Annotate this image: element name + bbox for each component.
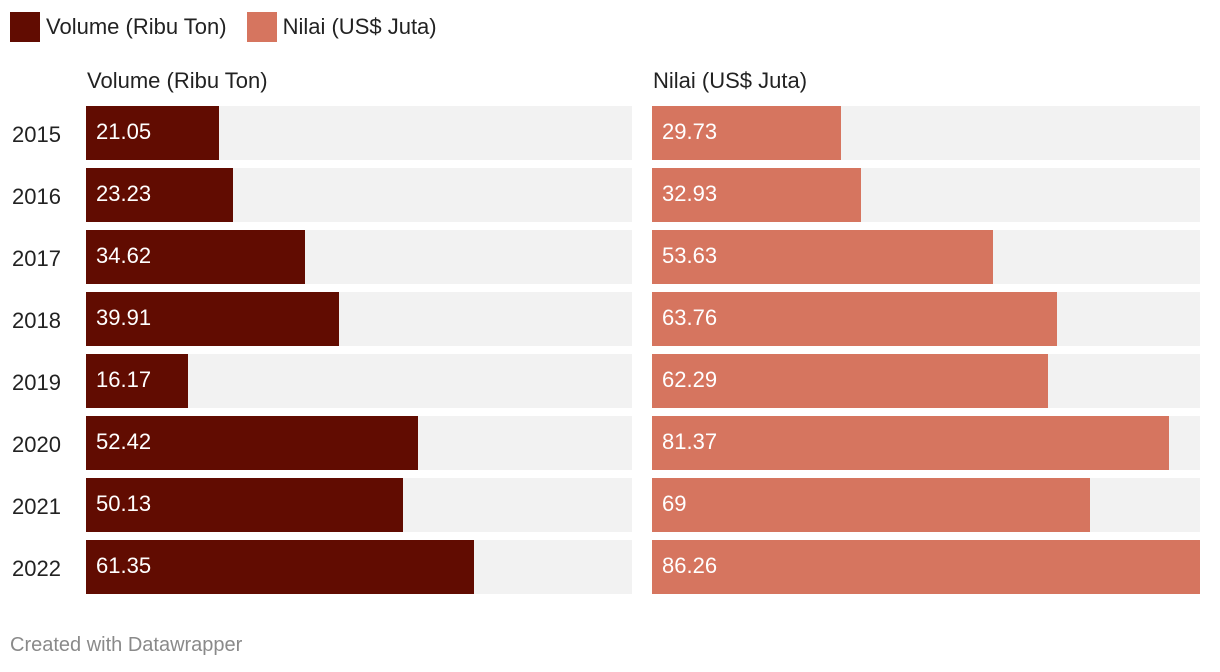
bar [652, 478, 1090, 532]
bar-value-label: 29.73 [662, 119, 718, 144]
bar-value-label: 50.13 [96, 491, 152, 516]
year-label: 2019 [12, 370, 61, 395]
bar-value-label: 86.26 [662, 553, 718, 578]
panel-title: Volume (Ribu Ton) [87, 68, 268, 93]
legend-swatch [10, 12, 40, 42]
bar [652, 230, 993, 284]
bar [652, 416, 1169, 470]
bar-track: 81.37 [652, 416, 1200, 470]
legend-item: Nilai (US$ Juta) [246, 12, 437, 42]
bar-track: 52.42 [86, 416, 632, 470]
bar-value-label: 69 [662, 491, 687, 516]
legend: Volume (Ribu Ton) Nilai (US$ Juta) [10, 12, 457, 42]
bar-value-label: 23.23 [96, 181, 152, 206]
bar-value-label: 81.37 [662, 429, 718, 454]
year-label: 2015 [12, 122, 61, 147]
year-label: 2016 [12, 184, 61, 209]
bar [86, 106, 219, 160]
bar [652, 354, 1048, 408]
legend-label: Nilai (US$ Juta) [282, 14, 437, 39]
bar-track: 29.73 [652, 106, 1200, 160]
bar [86, 478, 403, 532]
bar-value-label: 21.05 [96, 119, 152, 144]
bar [86, 416, 418, 470]
bar [652, 540, 1200, 594]
bar-value-label: 52.42 [96, 429, 152, 454]
bar [652, 168, 861, 222]
year-label: 2021 [12, 494, 61, 519]
legend-swatch [246, 12, 277, 42]
bar [652, 106, 841, 160]
bar-track: 63.76 [652, 292, 1200, 346]
bar-value-label: 39.91 [96, 305, 152, 330]
bar-track: 16.17 [86, 354, 632, 408]
bar [86, 354, 188, 408]
legend-item: Volume (Ribu Ton) [10, 12, 227, 42]
bar-track: 32.93 [652, 168, 1200, 222]
bar [86, 292, 339, 346]
bar-track: 53.63 [652, 230, 1200, 284]
year-label: 2017 [12, 246, 61, 271]
panel-title: Nilai (US$ Juta) [653, 68, 808, 93]
bar-value-label: 63.76 [662, 305, 718, 330]
year-label: 2022 [12, 556, 61, 581]
footer-credit: Created with Datawrapper [10, 634, 243, 656]
bar-track: 62.29 [652, 354, 1200, 408]
bar-value-label: 32.93 [662, 181, 718, 206]
bar-value-label: 34.62 [96, 243, 152, 268]
bar-value-label: 16.17 [96, 367, 152, 392]
bar [86, 168, 233, 222]
bar-track: 69 [652, 478, 1200, 532]
bar-track: 61.35 [86, 540, 632, 594]
bar [652, 292, 1057, 346]
legend-label: Volume (Ribu Ton) [46, 14, 227, 39]
bar-track: 86.26 [652, 540, 1200, 594]
bar-value-label: 61.35 [96, 553, 152, 578]
bar [86, 230, 305, 284]
bar-track: 39.91 [86, 292, 632, 346]
bar-track: 23.23 [86, 168, 632, 222]
bar [86, 540, 474, 594]
bar-track: 34.62 [86, 230, 632, 284]
bar-track: 21.05 [86, 106, 632, 160]
bar-value-label: 62.29 [662, 367, 718, 392]
bar-track: 50.13 [86, 478, 632, 532]
year-label: 2020 [12, 432, 61, 457]
year-label: 2018 [12, 308, 61, 333]
bar-value-label: 53.63 [662, 243, 718, 268]
